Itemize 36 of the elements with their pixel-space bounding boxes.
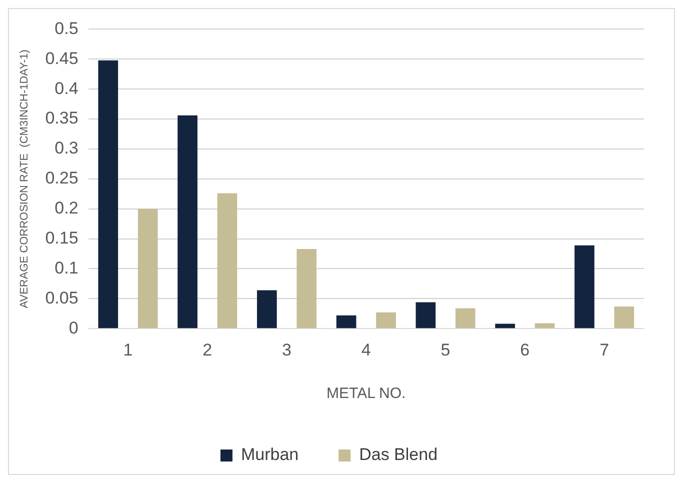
y-tick-label: 0 — [68, 318, 78, 338]
bar — [495, 324, 515, 328]
bar — [574, 245, 594, 328]
bar — [455, 308, 476, 328]
y-tick-label: 0.3 — [54, 138, 78, 158]
legend-label: Murban — [240, 445, 299, 464]
x-tick-label: 6 — [520, 340, 530, 360]
x-tick-label: 2 — [202, 340, 212, 360]
legend-label: Das Blend — [359, 445, 438, 464]
x-tick-label: 3 — [282, 340, 292, 360]
x-tick-label: 5 — [440, 340, 450, 360]
y-tick-label: 0.1 — [54, 258, 78, 278]
x-tick-label: 1 — [123, 340, 133, 360]
bar — [336, 315, 356, 328]
bar — [217, 193, 238, 328]
bar — [416, 302, 436, 328]
x-tick-label: 7 — [600, 340, 610, 360]
bar — [98, 60, 118, 328]
y-tick-label: 0.15 — [45, 228, 78, 248]
y-tick-label: 0.35 — [45, 108, 78, 128]
y-axis-title: AVERAGE CORROSION RATE (CM3INCH-1DAY-1) — [18, 50, 31, 308]
y-tick-label: 0.4 — [54, 78, 78, 98]
x-tick-label: 4 — [361, 340, 371, 360]
bar — [376, 312, 396, 328]
bar — [256, 290, 277, 328]
y-tick-label: 0.25 — [45, 168, 78, 188]
x-axis-title: METAL NO. — [326, 385, 406, 402]
bar — [178, 115, 198, 328]
bar — [296, 248, 317, 328]
bar — [534, 323, 555, 328]
bar — [614, 306, 634, 328]
y-tick-label: 0.45 — [45, 48, 78, 68]
y-tick-label: 0.2 — [54, 198, 78, 218]
y-tick-label: 0.5 — [54, 18, 78, 38]
y-tick-label: 0.05 — [45, 288, 78, 308]
bar — [138, 208, 158, 328]
